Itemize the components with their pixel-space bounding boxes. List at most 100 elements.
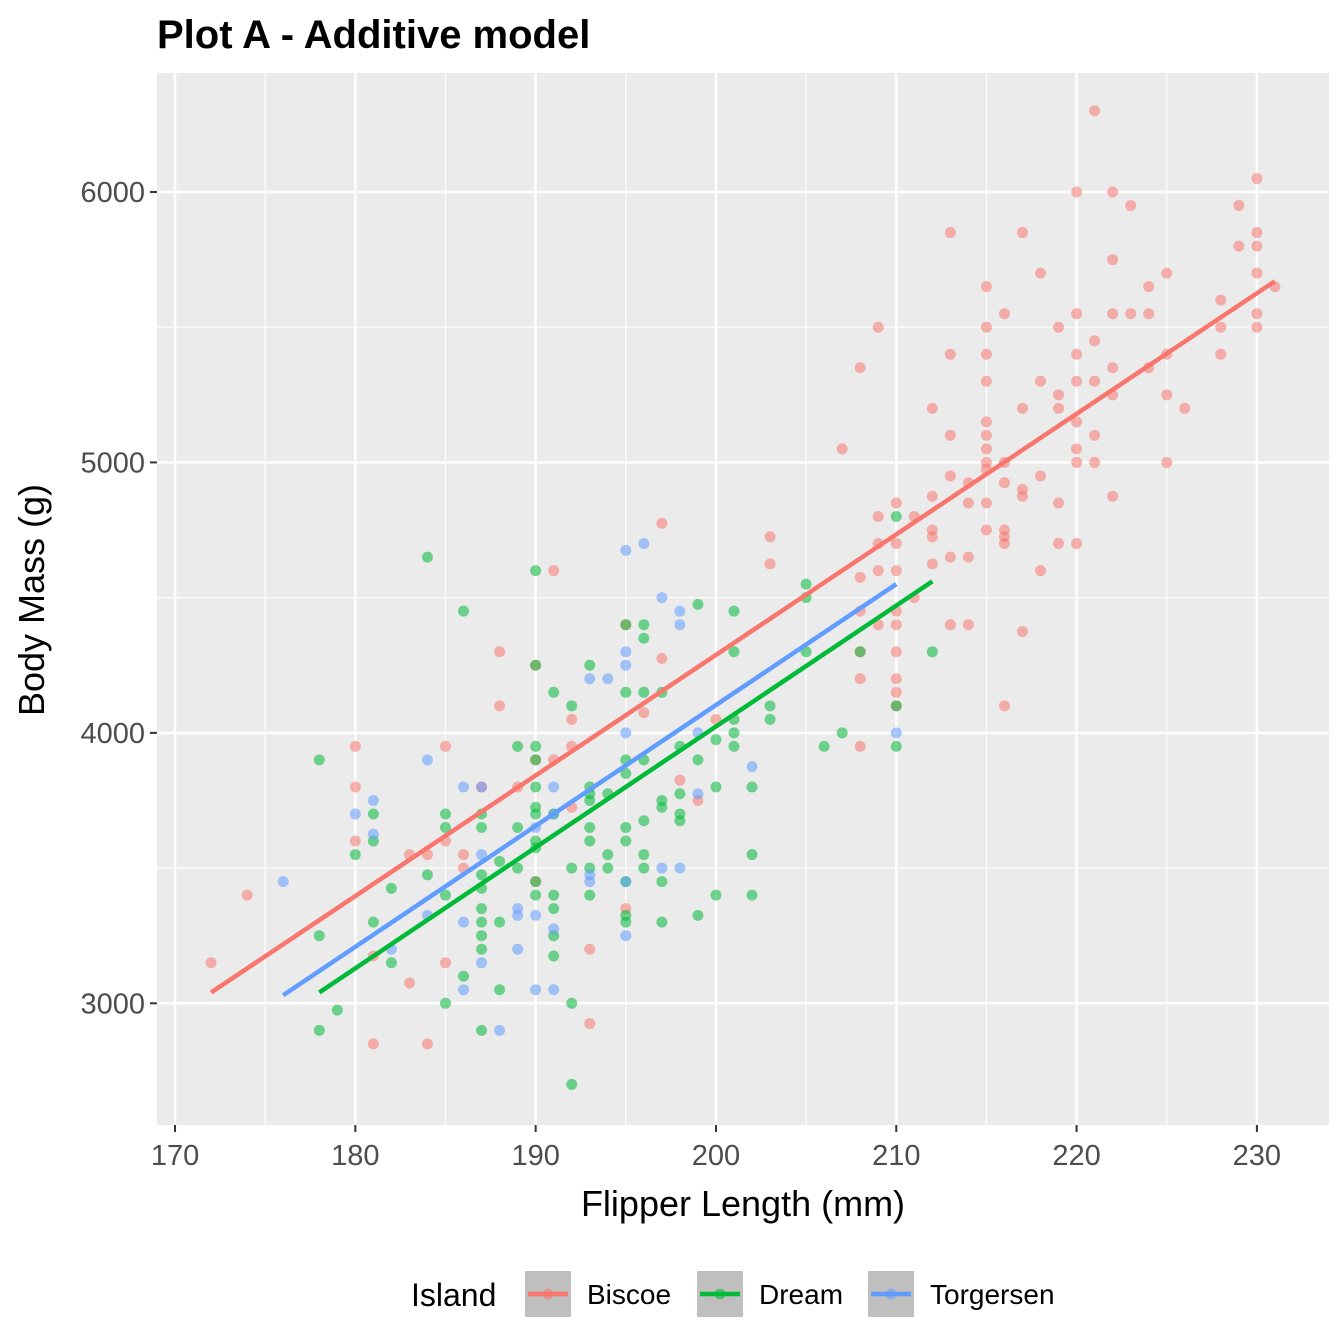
point-dream xyxy=(710,734,722,746)
point-dream xyxy=(764,713,776,725)
point-biscoe xyxy=(638,707,650,719)
point-biscoe xyxy=(926,558,938,570)
point-biscoe xyxy=(854,740,866,752)
point-dream xyxy=(367,808,379,820)
point-torgersen xyxy=(656,862,668,874)
point-biscoe xyxy=(980,524,992,536)
point-biscoe xyxy=(1125,200,1137,212)
point-biscoe xyxy=(1089,335,1101,347)
point-dream xyxy=(566,1078,578,1090)
point-biscoe xyxy=(349,781,361,793)
point-dream xyxy=(620,686,632,698)
point-dream xyxy=(926,646,938,658)
point-biscoe xyxy=(980,348,992,360)
point-dream xyxy=(656,876,668,888)
point-biscoe xyxy=(494,700,506,712)
point-biscoe xyxy=(1251,321,1263,333)
point-biscoe xyxy=(1071,186,1083,198)
point-torgersen xyxy=(530,984,542,996)
point-biscoe xyxy=(421,1038,433,1050)
point-dream xyxy=(494,855,506,867)
point-biscoe xyxy=(926,402,938,414)
point-dream xyxy=(530,876,542,888)
point-dream xyxy=(530,740,542,752)
point-biscoe xyxy=(1089,456,1101,468)
point-biscoe xyxy=(584,943,596,955)
point-torgersen xyxy=(638,538,650,550)
point-biscoe xyxy=(1215,294,1227,306)
point-biscoe xyxy=(1035,565,1047,577)
point-dream xyxy=(548,950,560,962)
point-dream xyxy=(421,869,433,881)
point-dream xyxy=(584,822,596,834)
point-biscoe xyxy=(944,429,956,441)
point-biscoe xyxy=(1071,538,1083,550)
legend-title: Island xyxy=(411,1277,496,1313)
point-dream xyxy=(385,957,397,969)
point-dream xyxy=(800,578,812,590)
point-dream xyxy=(313,754,325,766)
point-dream xyxy=(530,781,542,793)
point-biscoe xyxy=(980,429,992,441)
point-biscoe xyxy=(1053,389,1065,401)
point-biscoe xyxy=(458,849,470,861)
point-biscoe xyxy=(944,227,956,239)
point-biscoe xyxy=(872,565,884,577)
point-biscoe xyxy=(1071,456,1083,468)
point-dream xyxy=(331,1004,343,1016)
point-dream xyxy=(710,889,722,901)
point-biscoe xyxy=(998,308,1010,320)
point-biscoe xyxy=(944,619,956,631)
point-torgersen xyxy=(674,862,686,874)
point-torgersen xyxy=(277,876,289,888)
point-torgersen xyxy=(692,788,704,800)
point-dream xyxy=(692,909,704,921)
point-biscoe xyxy=(494,646,506,658)
point-torgersen xyxy=(620,544,632,556)
point-torgersen xyxy=(620,727,632,739)
x-axis-title: Flipper Length (mm) xyxy=(581,1183,905,1224)
point-torgersen xyxy=(602,673,614,685)
point-dream xyxy=(710,781,722,793)
point-torgersen xyxy=(367,828,379,840)
point-dream xyxy=(836,727,848,739)
point-biscoe xyxy=(439,957,451,969)
point-dream xyxy=(620,619,632,631)
point-biscoe xyxy=(1071,443,1083,455)
point-biscoe xyxy=(980,375,992,387)
point-torgersen xyxy=(349,808,361,820)
point-dream xyxy=(746,889,758,901)
point-dream xyxy=(458,605,470,617)
point-dream xyxy=(854,646,866,658)
point-dream xyxy=(548,889,560,901)
point-dream xyxy=(638,862,650,874)
point-biscoe xyxy=(1143,281,1155,293)
point-dream xyxy=(530,889,542,901)
point-biscoe xyxy=(980,281,992,293)
y-tick-label: 5000 xyxy=(80,447,145,479)
point-dream xyxy=(530,659,542,671)
point-dream xyxy=(439,889,451,901)
point-torgersen xyxy=(476,957,488,969)
y-tick-label: 6000 xyxy=(80,177,145,209)
fit-line-biscoe xyxy=(209,279,1277,995)
point-biscoe xyxy=(1016,402,1028,414)
point-dream xyxy=(620,835,632,847)
point-dream xyxy=(512,822,524,834)
point-dream xyxy=(728,646,740,658)
point-dream xyxy=(530,808,542,820)
point-biscoe xyxy=(872,511,884,523)
point-dream xyxy=(349,849,361,861)
point-biscoe xyxy=(656,517,668,529)
point-dream xyxy=(638,686,650,698)
y-tick-label: 3000 xyxy=(80,988,145,1020)
point-biscoe xyxy=(1016,490,1028,502)
point-dream xyxy=(818,740,830,752)
point-torgersen xyxy=(674,605,686,617)
point-torgersen xyxy=(530,909,542,921)
point-biscoe xyxy=(890,686,902,698)
point-biscoe xyxy=(926,490,938,502)
legend-key-point-torgersen xyxy=(885,1288,897,1300)
point-torgersen xyxy=(674,619,686,631)
